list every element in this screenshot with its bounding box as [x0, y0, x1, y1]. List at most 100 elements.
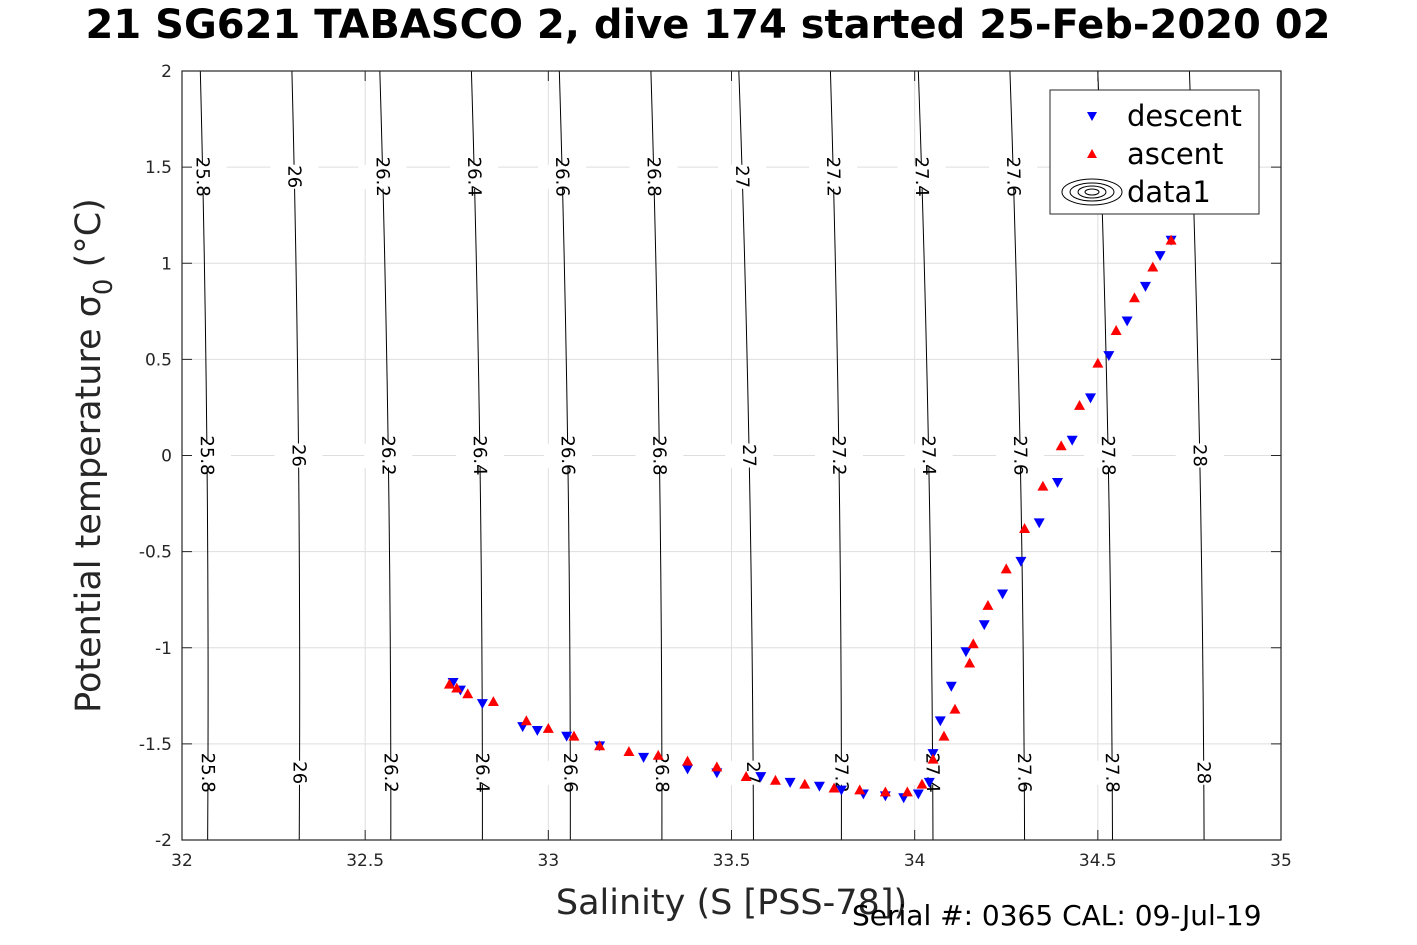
descent-point — [1033, 518, 1045, 529]
ascent-point — [462, 688, 474, 699]
isopycnal-label-bg — [1000, 760, 1049, 786]
ascent-point — [901, 786, 913, 797]
isopycnal-label-bg — [817, 760, 866, 786]
ascent-point — [769, 774, 781, 785]
isopycnal-label-bg — [458, 760, 507, 786]
ascent-point — [443, 678, 455, 689]
isopycnal-label: 26 — [283, 165, 304, 188]
isopycnal-label: 26.4 — [471, 753, 493, 793]
legend-entries: descent ascent data1 — [1061, 99, 1242, 209]
isopycnal-label-bg — [364, 443, 413, 468]
ascent-point — [927, 753, 939, 764]
isopycnal-label: 26 — [288, 761, 309, 784]
ascent-point — [1019, 523, 1031, 533]
x-tick-label: 32 — [171, 851, 193, 871]
isopycnal-label-bg — [450, 164, 499, 190]
ascent-point — [1037, 480, 1049, 491]
ascent-point — [711, 761, 723, 772]
descent-point — [945, 681, 957, 692]
isopycnal-label-bg — [1087, 760, 1137, 786]
ascent-point — [542, 722, 554, 733]
y-tick-label: -0.5 — [139, 543, 172, 563]
ascent-point — [949, 703, 961, 714]
x-tick-label: 32.5 — [346, 851, 384, 871]
legend-marker-contour — [1084, 188, 1100, 196]
legend-label-ascent: ascent — [1127, 137, 1223, 171]
y-tick-label: 0 — [161, 447, 172, 467]
ascent-point — [1128, 292, 1140, 303]
isopycnal-label: 25.8 — [197, 753, 218, 793]
descent-series — [447, 235, 1177, 804]
isopycnal-label-bg — [182, 443, 232, 468]
isopycnal-label: 27 — [738, 444, 759, 467]
isopycnal-label-bg — [728, 760, 778, 786]
isopycnal-label-bg — [543, 443, 592, 468]
descent-point — [682, 764, 694, 775]
isopycnal-label-bg — [809, 164, 858, 190]
isopycnal-label: 28 — [1193, 761, 1214, 784]
descent-point — [638, 752, 650, 763]
isopycnal-label-bg — [183, 760, 233, 785]
ascent-point — [740, 771, 752, 781]
isopycnal-label: 27.6 — [1002, 157, 1024, 197]
y-axis-label: Potential temperature σ0 (°C) — [69, 198, 119, 713]
ascent-point — [967, 638, 979, 649]
footer-serial-cal: Serial #: 0365 CAL: 09-Jul-19 — [852, 899, 1262, 932]
isopycnal-label: 27.2 — [830, 753, 852, 793]
y-tick-label: 1.5 — [145, 158, 172, 178]
isopycnal-label: 27.2 — [828, 435, 850, 475]
isopycnal-label: 26.8 — [648, 435, 670, 475]
descent-point — [531, 726, 543, 736]
isopycnal-label: 27 — [731, 165, 752, 188]
legend-marker-contour — [1077, 185, 1107, 199]
isopycnal-label: 27.4 — [910, 157, 932, 197]
ascent-point — [1165, 234, 1177, 245]
y-tick-label: 1 — [161, 254, 172, 274]
x-tick-label: 35 — [1270, 851, 1292, 871]
isopycnal-label: 26.8 — [651, 753, 673, 793]
isopycnal-label: 25.8 — [196, 435, 217, 475]
isopycnal-label: 26.6 — [557, 435, 579, 475]
legend-marker-descent — [1087, 112, 1097, 121]
isopycnal-label-bg — [275, 760, 324, 785]
x-tick-label: 34.5 — [1079, 851, 1117, 871]
ascent-series — [443, 234, 1177, 797]
descent-point — [1052, 478, 1064, 488]
isopycnal-label-bg — [996, 443, 1045, 468]
descent-point — [835, 785, 847, 796]
ascent-point — [652, 749, 664, 760]
ascent-point — [520, 715, 532, 726]
isopycnal-label-bg — [538, 164, 587, 190]
isopycnal-label: 26.6 — [551, 157, 573, 197]
y-tick-label: 0.5 — [145, 350, 172, 370]
ascent-point — [568, 730, 580, 741]
descent-point — [476, 699, 488, 710]
ascent-point — [879, 786, 891, 797]
descent-point — [784, 777, 796, 788]
isopycnal-label: 27.6 — [1009, 435, 1031, 475]
x-axis-label: Salinity (S [PSS-78]) — [556, 883, 907, 923]
isopycnal-label-bg — [366, 760, 415, 786]
ascent-point — [594, 740, 606, 751]
isopycnal-label: 28 — [1189, 444, 1210, 467]
ascent-point — [487, 696, 499, 706]
ascent-point — [1110, 325, 1122, 335]
ascent-point — [1092, 357, 1104, 368]
ascent-point — [682, 755, 694, 766]
isopycnal-label-bg — [908, 760, 957, 786]
ascent-point — [1147, 261, 1159, 272]
ascent-point — [1074, 400, 1086, 410]
isopycnal-label: 27.6 — [1013, 752, 1035, 792]
y-axis-label-sub: 0 — [89, 279, 119, 296]
isopycnal-label: 27.8 — [1101, 752, 1123, 792]
legend-label-data1: data1 — [1127, 175, 1211, 209]
isopycnal-label-bg — [182, 164, 227, 189]
y-axis-label-main: Potential temperature σ — [69, 295, 109, 713]
isopycnal-label: 26.4 — [469, 435, 491, 475]
descent-point — [934, 716, 946, 727]
isopycnal-label-bg — [989, 164, 1038, 190]
isopycnal-label-bg — [455, 443, 505, 468]
isopycnal-label-bg — [1175, 443, 1224, 468]
isopycnal-label: 26.4 — [463, 157, 485, 197]
